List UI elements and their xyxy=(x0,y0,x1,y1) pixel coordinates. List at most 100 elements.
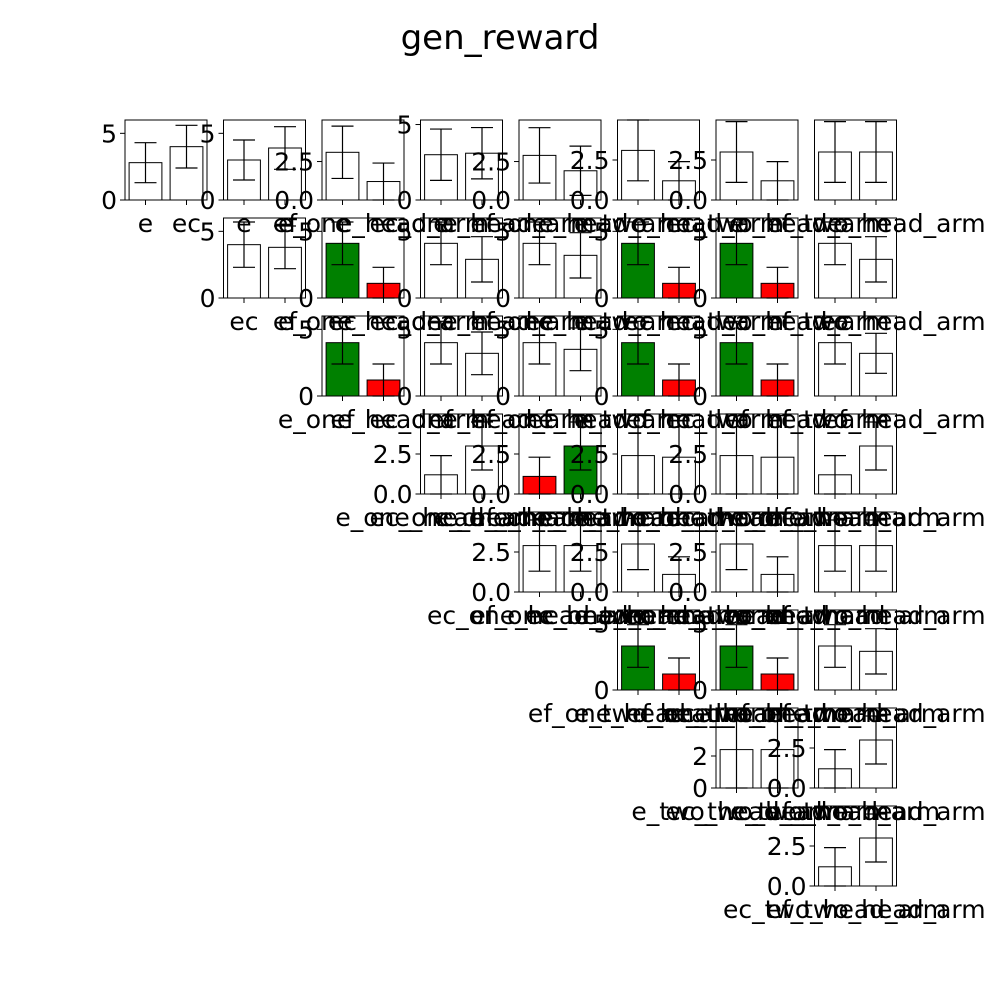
y-tick-label: 2.5 xyxy=(668,538,708,567)
error-bar xyxy=(471,421,493,471)
y-tick-label: 0 xyxy=(594,284,610,313)
error-bar xyxy=(331,320,354,365)
x-tick-label: ef_one_head_arm xyxy=(725,699,945,728)
error-bar xyxy=(233,139,255,181)
y-tick-label: 0 xyxy=(692,382,708,411)
error-bar xyxy=(824,120,846,183)
y-tick-label: 0.0 xyxy=(471,480,511,509)
subplot-r0-c2: 0.02.5ee_one_head_arm xyxy=(274,119,489,238)
x-tick-label: e_two_head_arm xyxy=(574,503,784,532)
y-tick-label: 5 xyxy=(692,315,708,344)
x-tick-label: ec xyxy=(172,209,201,238)
axes-frame xyxy=(814,217,897,299)
error-bar xyxy=(865,628,887,675)
y-tick-label: 0 xyxy=(200,186,216,215)
x-tick-label: ef xyxy=(330,405,355,434)
y-tick-label: 2.5 xyxy=(767,832,807,861)
subplot-r0-c7: eef_two_head_arm xyxy=(766,119,986,238)
y-tick-label: 0 xyxy=(397,382,413,411)
error-bar xyxy=(528,320,551,365)
axes-frame xyxy=(814,413,897,495)
error-bar xyxy=(569,519,592,572)
x-tick-label: e_two_head_arm xyxy=(574,601,784,630)
axes-frame xyxy=(814,119,897,201)
axes-frame xyxy=(420,315,503,397)
y-tick-label: 2.5 xyxy=(471,538,511,567)
error-bar xyxy=(569,421,592,471)
subplot-r1-c1: 0 5 ec ef xyxy=(200,217,306,336)
error-bar xyxy=(824,624,846,668)
error-bar xyxy=(865,715,887,765)
y-tick-label: 0.0 xyxy=(274,186,314,215)
y-tick-label: 0 xyxy=(594,676,610,705)
x-tick-label: ec_two_head_arm xyxy=(665,601,889,630)
axes-frame xyxy=(321,119,405,201)
axes-frame xyxy=(518,217,602,299)
x-tick-label: ef xyxy=(527,405,552,434)
x-tick-label: ef xyxy=(273,307,298,336)
error-bar xyxy=(569,232,592,279)
y-tick-label: 0 xyxy=(495,284,511,313)
x-tick-label: ec xyxy=(229,307,258,336)
y-tick-label: 0.0 xyxy=(570,186,610,215)
y-tick-label: 2.5 xyxy=(668,146,708,175)
x-tick-label: e_two_head_arm xyxy=(730,797,940,826)
x-tick-label: ec_two_head_arm xyxy=(723,895,947,924)
error-bar xyxy=(528,221,551,266)
y-tick-label: 0.0 xyxy=(668,480,708,509)
error-bar xyxy=(331,221,354,266)
x-tick-label: e_two_head_arm xyxy=(574,307,784,336)
error-bar xyxy=(471,236,493,283)
error-bar xyxy=(824,221,846,266)
x-tick-label: ec_one_head_arm xyxy=(369,307,594,336)
y-tick-label: 5 xyxy=(397,217,413,246)
error-bar xyxy=(134,142,157,184)
y-tick-label: 5 xyxy=(594,609,610,638)
x-tick-label: ec_two_head_arm xyxy=(665,307,889,336)
y-tick-label: 5 xyxy=(594,315,610,344)
y-tick-label: 5 xyxy=(495,315,511,344)
x-tick-label: e_one_head_arm xyxy=(278,209,489,238)
y-tick-label: 0 xyxy=(594,382,610,411)
x-tick-label: ec_one_head_arm xyxy=(427,601,652,630)
axes-frame xyxy=(715,707,799,789)
y-tick-label: 5 xyxy=(692,217,708,246)
y-tick-label: 2.5 xyxy=(274,148,314,177)
axes-frame xyxy=(715,609,799,691)
y-tick-label: 0 xyxy=(692,774,708,803)
axes-frame xyxy=(420,217,503,299)
axes-frame xyxy=(518,315,602,397)
y-tick-label: 2.5 xyxy=(471,148,511,177)
y-tick-label: 0.0 xyxy=(471,578,511,607)
error-bar xyxy=(725,120,748,183)
error-bar xyxy=(569,327,592,372)
y-tick-label: 5 xyxy=(397,111,413,140)
x-tick-label: ef_two_head_arm xyxy=(766,209,985,238)
error-bar xyxy=(471,126,493,180)
x-tick-label: ef_two_head_arm xyxy=(766,601,985,630)
y-tick-label: 5 xyxy=(200,217,216,246)
y-tick-label: 0 xyxy=(397,186,413,215)
error-bar xyxy=(865,519,887,572)
axes-frame xyxy=(814,609,897,691)
axes-frame xyxy=(321,315,405,397)
y-tick-label: 0.0 xyxy=(570,578,610,607)
error-bar xyxy=(627,517,649,571)
y-tick-label: 2.5 xyxy=(471,440,511,469)
y-tick-label: 0.0 xyxy=(471,186,511,215)
x-tick-label: ef_one_head_arm xyxy=(470,601,690,630)
y-tick-label: 0.0 xyxy=(570,480,610,509)
error-bar xyxy=(824,320,846,365)
x-tick-label: ec_two_head_arm xyxy=(665,209,889,238)
error-bar xyxy=(865,332,887,374)
x-tick-label: e_two_head_arm xyxy=(574,209,784,238)
axes-frame xyxy=(814,315,897,397)
x-tick-label: ef xyxy=(429,405,454,434)
